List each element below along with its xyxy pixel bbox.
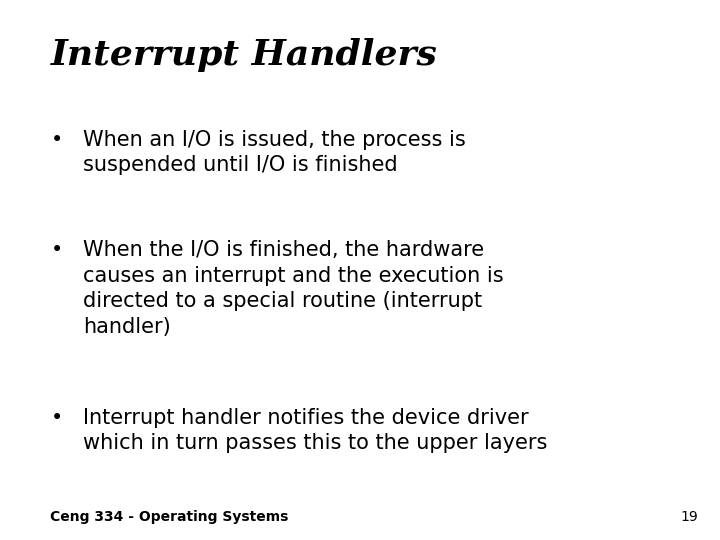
Text: •: •	[50, 408, 63, 428]
Text: Ceng 334 - Operating Systems: Ceng 334 - Operating Systems	[50, 510, 289, 524]
Text: Interrupt handler notifies the device driver
which in turn passes this to the up: Interrupt handler notifies the device dr…	[83, 408, 547, 453]
Text: •: •	[50, 240, 63, 260]
Text: •: •	[50, 130, 63, 150]
Text: 19: 19	[680, 510, 698, 524]
Text: When the I/O is finished, the hardware
causes an interrupt and the execution is
: When the I/O is finished, the hardware c…	[83, 240, 503, 337]
Text: When an I/O is issued, the process is
suspended until I/O is finished: When an I/O is issued, the process is su…	[83, 130, 466, 175]
Text: Interrupt Handlers: Interrupt Handlers	[50, 38, 437, 72]
